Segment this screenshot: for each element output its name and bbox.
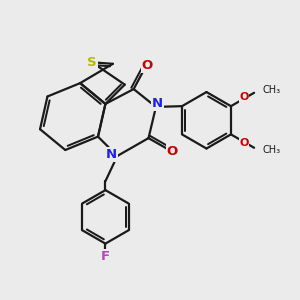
Text: O: O	[141, 59, 153, 72]
Text: F: F	[101, 250, 110, 262]
Text: S: S	[87, 56, 97, 69]
Text: N: N	[106, 148, 117, 161]
Text: CH₃: CH₃	[262, 85, 280, 95]
Text: O: O	[167, 145, 178, 158]
Text: O: O	[239, 139, 249, 148]
Text: N: N	[152, 97, 163, 110]
Text: O: O	[239, 92, 249, 102]
Text: CH₃: CH₃	[262, 145, 280, 155]
